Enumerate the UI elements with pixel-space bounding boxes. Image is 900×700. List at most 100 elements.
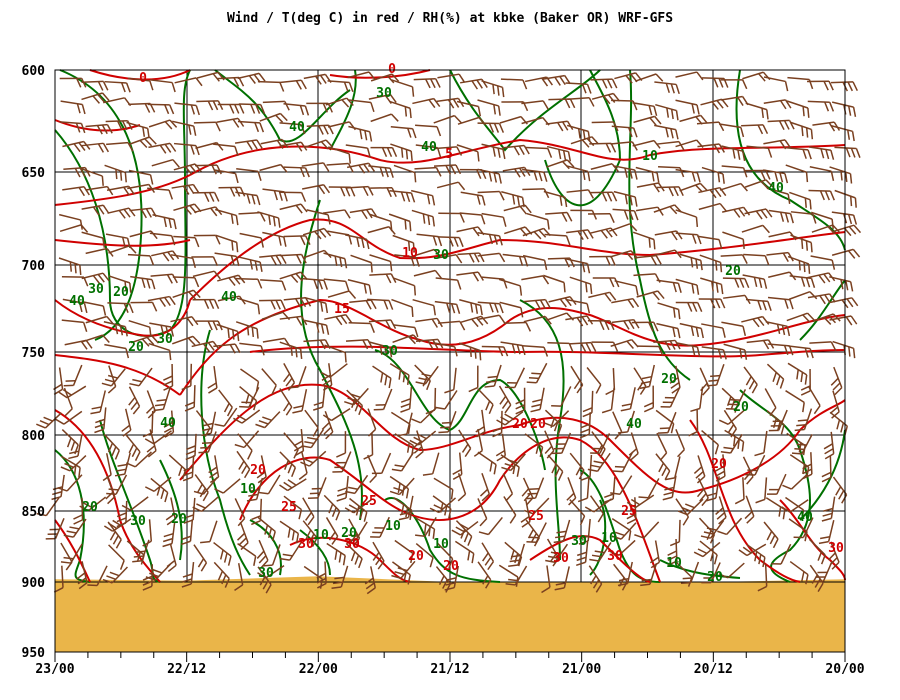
wind-barb-shaft bbox=[802, 517, 814, 538]
wind-barb-flag bbox=[256, 328, 259, 339]
wind-barb bbox=[415, 124, 442, 137]
wind-barb bbox=[279, 203, 308, 214]
wind-barb-flag bbox=[592, 579, 600, 589]
wind-barb-flag bbox=[487, 375, 498, 379]
wind-barb-flag bbox=[92, 95, 100, 104]
wind-barb-flag bbox=[849, 281, 854, 292]
wind-barb-flag bbox=[815, 576, 826, 578]
wind-barb-flag bbox=[520, 515, 530, 523]
wind-barb-flag bbox=[237, 414, 247, 421]
wind-barb-flag bbox=[762, 124, 769, 135]
wind-barb bbox=[590, 163, 619, 172]
wind-barb-flag bbox=[831, 219, 834, 230]
wind-barb-shaft bbox=[60, 100, 83, 106]
wind-barb-shaft bbox=[125, 434, 141, 453]
wind-barb-flag bbox=[670, 128, 674, 139]
wind-barb-flag bbox=[208, 466, 218, 474]
wind-barb-flag bbox=[407, 241, 411, 252]
wind-barb bbox=[715, 496, 727, 525]
wind-barb-flag bbox=[375, 556, 383, 566]
wind-barb-flag bbox=[757, 585, 768, 592]
wind-barb-shaft bbox=[348, 321, 371, 325]
wind-barb-flag bbox=[348, 153, 351, 164]
wind-barb bbox=[634, 73, 664, 82]
wind-barb-shaft bbox=[104, 164, 126, 174]
wind-barb-flag bbox=[618, 577, 629, 582]
wind-barb bbox=[81, 300, 107, 316]
wind-barb-shaft bbox=[128, 386, 141, 407]
wind-barb-flag bbox=[510, 549, 515, 560]
wind-barb-flag bbox=[802, 464, 806, 475]
terrain-fill bbox=[55, 576, 845, 652]
wind-barb bbox=[699, 254, 723, 273]
wind-barb-flag bbox=[834, 387, 843, 396]
wind-barb-shaft bbox=[77, 434, 83, 457]
wind-barb-flag bbox=[187, 337, 196, 346]
wind-barb-flag bbox=[94, 423, 105, 429]
wind-barb-flag bbox=[453, 115, 462, 124]
wind-barb-flag bbox=[513, 146, 520, 156]
wind-barb-flag bbox=[498, 303, 504, 314]
wind-barb-flag bbox=[774, 171, 779, 182]
wind-barb-shaft bbox=[635, 166, 658, 174]
wind-barb bbox=[63, 166, 91, 178]
wind-barb-flag bbox=[467, 550, 471, 561]
wind-barb bbox=[477, 99, 501, 116]
rh-contour-label: 30 bbox=[571, 534, 587, 549]
wind-barb-shaft bbox=[85, 123, 108, 128]
wind-barb-flag bbox=[391, 147, 398, 158]
wind-barb bbox=[61, 275, 89, 287]
wind-barb-shaft bbox=[456, 226, 479, 233]
wind-barb-flag bbox=[398, 369, 402, 380]
wind-barb-shaft bbox=[81, 204, 104, 210]
wind-barb-flag bbox=[578, 469, 585, 480]
wind-barb-flag bbox=[291, 530, 295, 541]
wind-barb-shaft bbox=[803, 408, 813, 430]
wind-barb-flag bbox=[588, 97, 595, 107]
wind-barb bbox=[444, 565, 460, 591]
wind-barb-flag bbox=[776, 324, 781, 335]
wind-barb-shaft bbox=[697, 235, 720, 241]
wind-barb bbox=[502, 166, 531, 178]
wind-barb-flag bbox=[713, 144, 721, 154]
wind-barb-flag bbox=[142, 580, 153, 586]
wind-barb-flag bbox=[391, 73, 400, 82]
wind-barb bbox=[524, 497, 550, 515]
wind-barb-flag bbox=[144, 486, 155, 492]
wind-barb-flag bbox=[852, 81, 858, 92]
wind-barb-flag bbox=[102, 204, 110, 214]
wind-barb-flag bbox=[214, 423, 225, 427]
wind-barb-shaft bbox=[81, 272, 104, 280]
wind-barb-flag bbox=[713, 554, 718, 565]
wind-barb bbox=[468, 365, 479, 393]
wind-barb-shaft bbox=[237, 542, 257, 557]
wind-barb-flag bbox=[757, 124, 764, 135]
wind-barb-flag bbox=[119, 560, 125, 570]
wind-barb-shaft bbox=[368, 165, 391, 170]
wind-barb-flag bbox=[798, 260, 801, 271]
wind-barb-shaft bbox=[567, 477, 577, 499]
wind-barb-flag bbox=[463, 532, 469, 543]
wind-barb-flag bbox=[409, 108, 412, 119]
wind-barb-flag bbox=[723, 446, 734, 450]
y-tick-label: 650 bbox=[22, 166, 46, 181]
wind-barb-flag bbox=[675, 129, 679, 140]
wind-barb-flag bbox=[358, 405, 364, 416]
wind-barb-shaft bbox=[349, 299, 372, 303]
wind-barb-flag bbox=[295, 80, 302, 90]
wind-barb-flag bbox=[249, 259, 253, 270]
wind-barb-flag bbox=[511, 554, 521, 558]
wind-barb-shaft bbox=[372, 365, 392, 379]
wind-barb-flag bbox=[455, 254, 463, 264]
wind-barb-flag bbox=[203, 192, 210, 202]
wind-barb-flag bbox=[398, 516, 409, 521]
wind-barb-shaft bbox=[634, 254, 657, 259]
wind-barb-flag bbox=[796, 443, 807, 446]
wind-barb-flag bbox=[621, 403, 632, 407]
wind-barb-flag bbox=[239, 405, 250, 408]
wind-barb-flag bbox=[476, 79, 483, 89]
wind-barb-shaft bbox=[324, 344, 346, 354]
wind-barb-shaft bbox=[243, 430, 260, 448]
wind-barb-flag bbox=[489, 461, 493, 472]
wind-barb bbox=[90, 390, 107, 415]
